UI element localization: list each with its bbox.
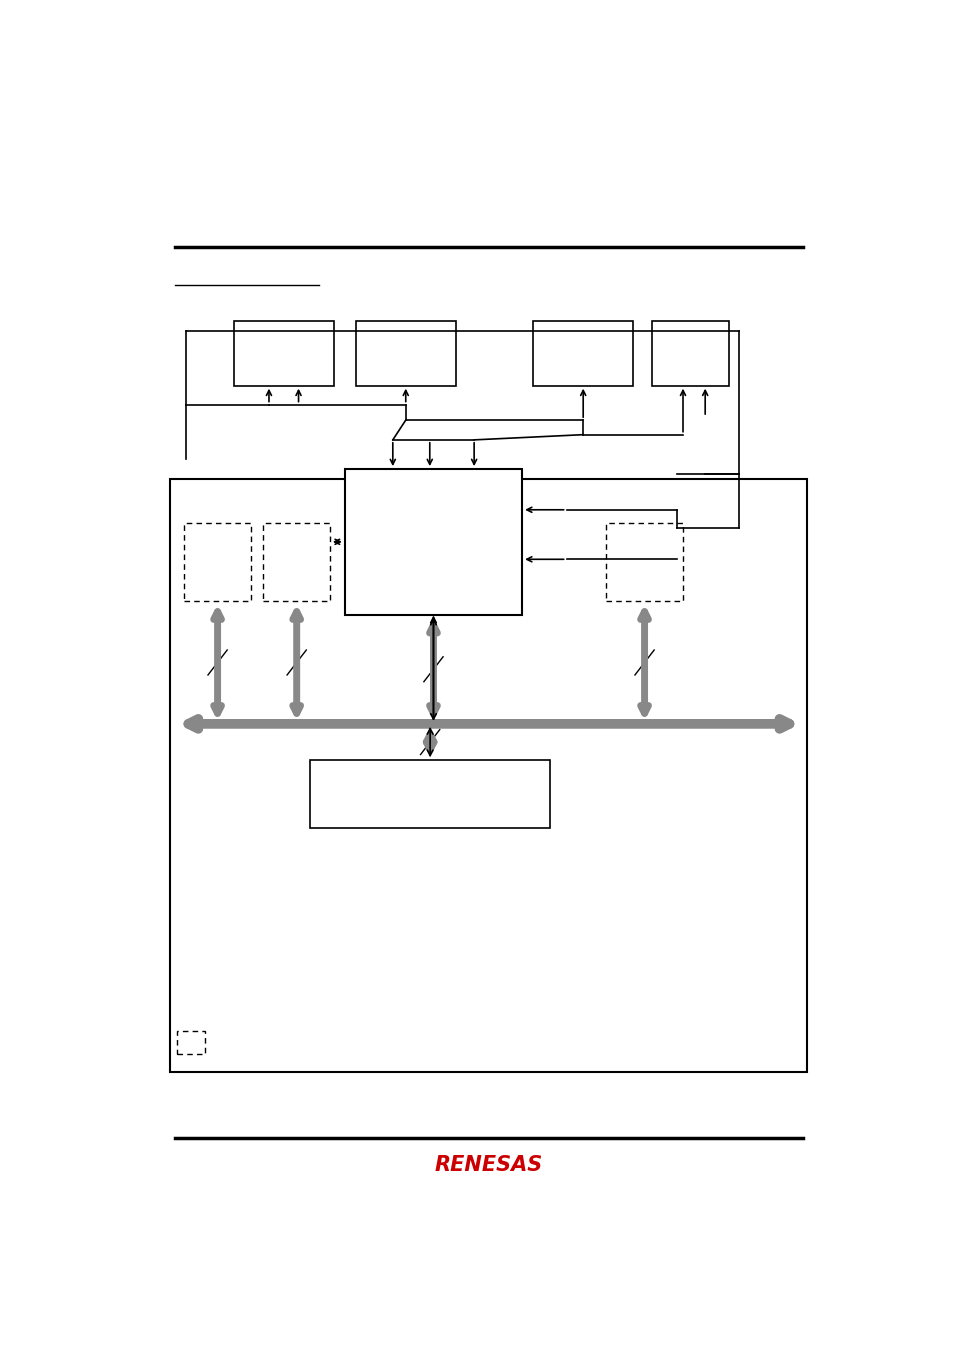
Bar (263, 523, 330, 601)
Bar (170, 480, 806, 1073)
Bar (355, 322, 456, 386)
Bar (651, 322, 728, 386)
Bar (533, 322, 633, 386)
Bar (605, 523, 682, 601)
Bar (184, 523, 251, 601)
Bar (344, 469, 521, 615)
Bar (310, 761, 550, 828)
Bar (233, 322, 334, 386)
Bar (176, 1031, 205, 1054)
Text: RENESAS: RENESAS (435, 1155, 542, 1175)
